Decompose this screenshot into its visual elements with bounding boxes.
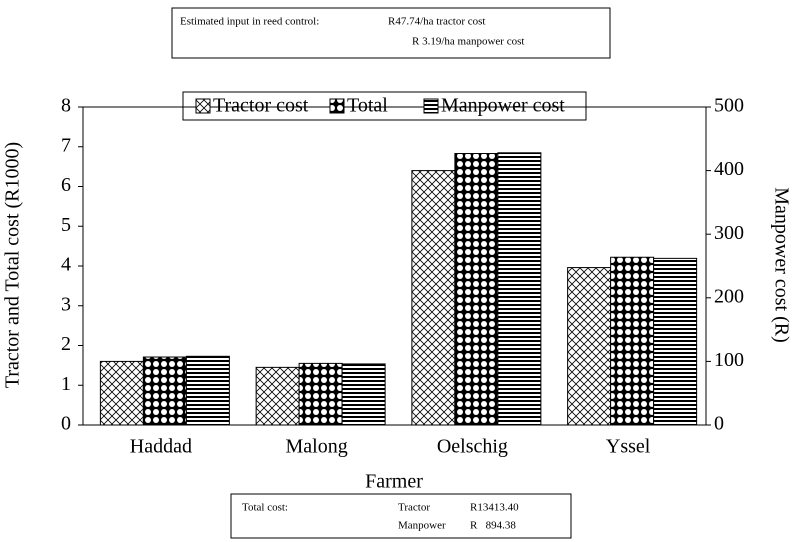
annotation: Estimated input in reed control: [180, 16, 319, 28]
x-tick-label: Malong [286, 436, 348, 458]
bar [567, 267, 612, 426]
legend-swatch [423, 98, 439, 114]
x-tick-label: Yssel [606, 436, 651, 458]
y2-tick-label: 100 [714, 349, 744, 371]
annotation-box [171, 7, 611, 59]
annotation: Manpower [398, 520, 446, 532]
bar [653, 257, 698, 426]
y2-tick-label: 0 [714, 413, 724, 435]
y-tick-label: 7 [61, 134, 71, 156]
legend-label: Manpower cost [441, 95, 565, 117]
legend-box [182, 91, 587, 121]
annotation: R13413.40 [470, 502, 519, 514]
y-axis-label: Tractor and Total cost (R1000) [2, 142, 24, 388]
y-tick-label: 5 [61, 214, 71, 236]
annotation-box [230, 493, 572, 539]
bar [99, 360, 144, 426]
annotation: Tractor [398, 502, 430, 514]
y-tick-label: 6 [61, 174, 71, 196]
annotation: R 894.38 [470, 520, 516, 532]
legend-swatch [329, 98, 345, 114]
bar [497, 152, 542, 426]
x-tick-label: Haddad [130, 436, 192, 458]
y-tick-label: 0 [61, 413, 71, 435]
legend-swatch [195, 98, 211, 114]
bar [185, 355, 230, 426]
y2-tick-label: 200 [714, 285, 744, 307]
bar [298, 362, 343, 426]
bar [255, 366, 300, 426]
y2-tick-label: 500 [714, 95, 744, 117]
y2-axis-label: Manpower cost (R) [770, 187, 792, 343]
annotation: R 3.19/ha manpower cost [412, 36, 524, 48]
bar [610, 256, 655, 426]
y2-tick-label: 300 [714, 222, 744, 244]
x-tick-label: Oelschig [437, 436, 508, 458]
y-tick-label: 1 [61, 373, 71, 395]
bar [142, 356, 187, 426]
y2-tick-label: 400 [714, 158, 744, 180]
bar [411, 170, 456, 426]
bar [454, 153, 499, 426]
y-tick-label: 2 [61, 333, 71, 355]
y-tick-label: 4 [61, 254, 71, 276]
legend-label: Total [347, 95, 388, 117]
legend-label: Tractor cost [213, 95, 309, 117]
y-tick-label: 3 [61, 293, 71, 315]
annotation: R47.74/ha tractor cost [388, 16, 485, 28]
y-tick-label: 8 [61, 95, 71, 117]
x-axis-label: Farmer [365, 471, 423, 493]
bar [341, 363, 386, 426]
annotation: Total cost: [242, 502, 288, 514]
